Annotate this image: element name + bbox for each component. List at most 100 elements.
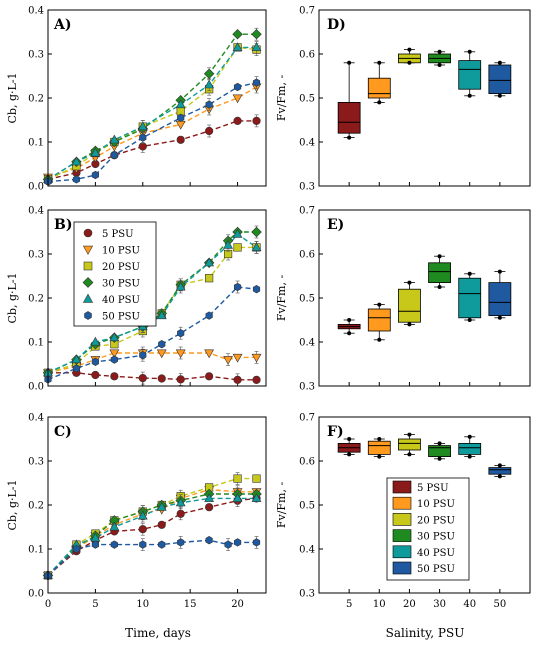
data-point xyxy=(252,285,261,294)
data-point xyxy=(157,520,166,529)
data-point xyxy=(204,257,215,267)
y-tick-label: 0.0 xyxy=(28,589,44,600)
data-point xyxy=(205,274,214,283)
y-tick-label: 0.0 xyxy=(28,382,44,393)
data-point xyxy=(109,349,120,359)
data-point xyxy=(233,474,242,483)
data-point xyxy=(252,78,261,87)
y-axis-label: Fv/Fm, - xyxy=(275,275,288,322)
legend-label: 40 PSU xyxy=(102,295,140,306)
outlier-point xyxy=(467,434,472,439)
y-tick-label: 0.1 xyxy=(28,138,44,149)
data-point xyxy=(138,373,147,383)
box-body xyxy=(398,288,421,323)
data-point xyxy=(110,355,118,364)
data-point xyxy=(204,79,215,89)
box-body xyxy=(488,64,512,95)
box-body xyxy=(367,440,391,455)
legend-marker xyxy=(82,293,94,303)
legend-swatch xyxy=(392,496,412,510)
data-point xyxy=(232,353,243,363)
box-body xyxy=(367,77,391,99)
data-point xyxy=(139,351,147,360)
data-point xyxy=(176,509,185,518)
y-tick-label: 0.2 xyxy=(28,94,44,105)
data-point xyxy=(251,353,262,363)
data-point xyxy=(72,175,81,184)
y-tick-label: 0.4 xyxy=(28,413,44,424)
data-point xyxy=(251,226,262,238)
series-line xyxy=(47,477,257,576)
data-point xyxy=(158,340,166,349)
y-tick-label: 0.7 xyxy=(299,6,315,17)
data-point xyxy=(232,94,243,104)
legend-marker xyxy=(84,311,92,320)
outlier-point xyxy=(437,63,442,67)
data-point xyxy=(205,503,214,512)
data-point xyxy=(110,540,118,549)
data-point xyxy=(205,372,214,381)
data-point xyxy=(232,28,243,40)
data-point xyxy=(205,536,213,545)
y-tick-label: 0.3 xyxy=(28,457,44,468)
y-tick-label: 0.1 xyxy=(28,545,44,556)
data-point xyxy=(175,99,186,109)
data-point xyxy=(158,540,166,549)
y-axis-label: Cb, g·L-1 xyxy=(6,479,19,530)
data-point xyxy=(110,372,119,381)
y-tick-label: 0.2 xyxy=(28,501,44,512)
data-point xyxy=(90,336,101,346)
series-line xyxy=(47,286,257,381)
series-line xyxy=(48,372,257,381)
data-point xyxy=(177,113,185,122)
data-point xyxy=(138,525,147,534)
data-point xyxy=(233,375,242,384)
x-tick-label: 10 xyxy=(373,599,386,610)
outlier-point xyxy=(407,60,412,65)
outlier-point xyxy=(407,280,412,285)
outlier-point xyxy=(347,60,352,65)
legend-marker xyxy=(83,228,93,238)
legend-label: 30 PSU xyxy=(102,279,140,290)
data-point xyxy=(175,497,186,507)
legend-label: 40 PSU xyxy=(417,548,455,559)
outlier-point xyxy=(377,337,382,342)
panel-label: A) xyxy=(53,17,72,33)
y-tick-label: 0.3 xyxy=(28,250,44,261)
plot-frame xyxy=(318,416,531,594)
outlier-point xyxy=(377,60,382,65)
outlier-point xyxy=(407,432,412,437)
outlier-point xyxy=(347,452,352,457)
y-tick-label: 0.6 xyxy=(299,250,315,261)
data-point xyxy=(204,349,215,359)
box-panel-3: 0.3 0.4 0.5 0.6 0.7 5 10 20 30 40 50 Fv/Fm, - F) xyxy=(275,413,512,610)
data-point xyxy=(71,354,82,364)
data-point xyxy=(177,538,185,547)
data-point xyxy=(233,538,242,547)
data-point xyxy=(156,310,167,320)
data-point xyxy=(176,135,185,144)
panel-label: C) xyxy=(54,424,72,440)
legend-label: 10 PSU xyxy=(417,499,455,510)
legend-label: 30 PSU xyxy=(417,532,455,543)
data-point xyxy=(175,349,186,359)
legend-label: 10 PSU xyxy=(102,246,140,257)
y-axis-label: Fv/Fm, - xyxy=(275,482,288,529)
legend-label: 5 PSU xyxy=(102,229,134,240)
data-point xyxy=(232,42,243,51)
legend-label: 20 PSU xyxy=(417,515,455,526)
outlier-point xyxy=(437,254,442,259)
series-line xyxy=(47,493,257,576)
y-tick-label: 0.2 xyxy=(28,294,44,305)
data-point xyxy=(91,357,99,366)
y-tick-label: 0.3 xyxy=(299,182,315,193)
legend-label: 20 PSU xyxy=(102,262,140,273)
y-tick-label: 0.7 xyxy=(299,206,315,217)
data-point xyxy=(175,281,186,291)
outlier-point xyxy=(407,47,412,52)
series-line xyxy=(47,497,257,576)
legend-swatch xyxy=(392,561,412,575)
y-tick-label: 0.3 xyxy=(299,589,315,600)
legend-swatch xyxy=(392,529,412,542)
data-point xyxy=(233,82,242,92)
